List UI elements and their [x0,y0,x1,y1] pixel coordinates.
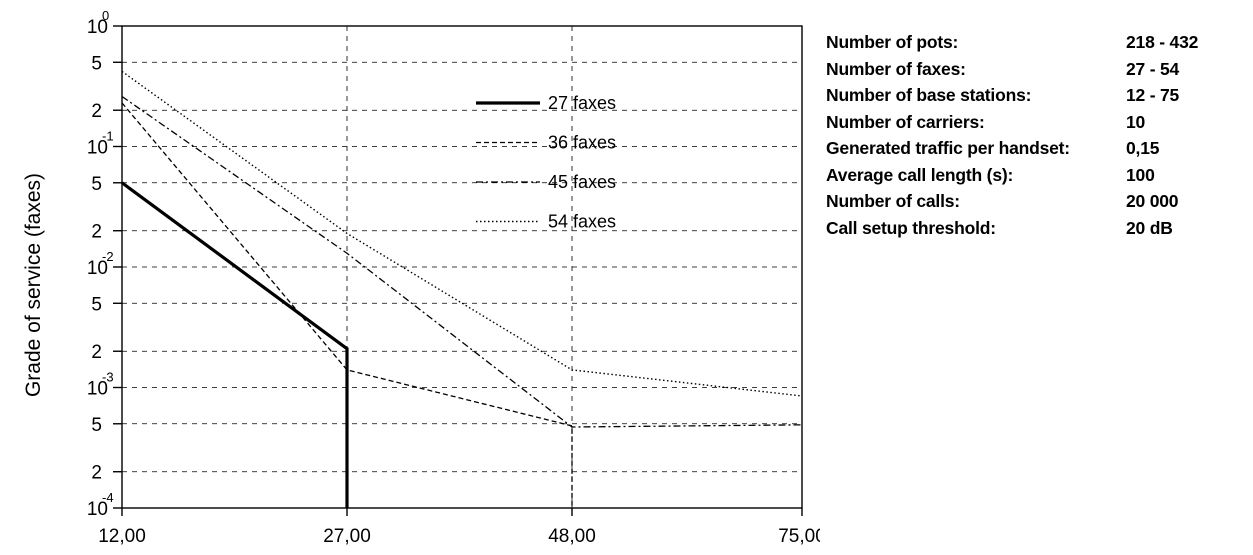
parameter-label: Number of faxes: [826,58,966,79]
parameter-value: 20 000 [1126,191,1179,211]
parameter-label: Number of pots: [826,32,959,52]
parameter-label: Number of calls: [826,191,960,211]
parameter-row: Generated traffic per handset: 0,15 [826,138,1246,165]
grid-lines [122,25,802,509]
y-minor-tick-label: 2 [91,222,102,243]
y-tick-label-base: 10 [87,499,108,520]
y-minor-tick-label: 5 [91,53,102,74]
y-axis-label: Grade of service (faxes) [22,173,45,397]
y-tick-label-base: 10 [87,258,108,279]
x-tick-label: 48,00 [548,526,596,547]
x-tick-label: 75,00 [778,526,820,547]
parameter-row: Number of carriers: 10 [826,112,1246,139]
y-tick-label-exponent: -2 [102,249,114,264]
x-tick-label: 27,00 [323,526,371,547]
y-minor-tick-label: 5 [91,294,102,315]
series-line-1 [121,181,349,508]
series-line-3 [121,95,803,428]
y-minor-tick-label: 5 [91,174,102,195]
series-line-4 [121,70,803,397]
y-tick-label-exponent: -1 [102,129,114,144]
parameter-label: Average call length (s): [826,164,1014,185]
parameter-label: Generated traffic per handset: [826,138,1070,158]
y-tick-label-exponent: -3 [102,370,114,385]
parameter-value: 10 [1126,111,1146,132]
parameter-row: Number of pots: 218 - 432 [826,32,1246,59]
parameter-label: Call setup threshold: [826,217,996,238]
legend-label: 36 faxes [548,133,616,153]
parameter-label: Number of carriers: [826,111,985,132]
y-tick-label-base: 10 [87,379,108,400]
y-tick-label-exponent: 0 [102,8,109,23]
parameter-value: 218 - 432 [1126,32,1199,52]
y-tick-label-base: 10 [87,17,108,38]
series-line-2 [121,102,573,508]
x-tick-label: 12,00 [98,526,146,547]
parameter-row: Number of base stations: 12 - 75 [826,85,1246,112]
parameter-value: 20 dB [1126,217,1173,238]
y-minor-tick-label: 2 [91,463,102,484]
y-minor-tick-label: 5 [91,415,102,436]
parameter-value: 100 [1126,164,1155,185]
parameter-row: Average call length (s): 100 [826,165,1246,192]
legend: 27 faxes 36 faxes 45 faxes 54 faxes [476,93,616,232]
legend-label: 45 faxes [548,172,616,192]
legend-label: 54 faxes [548,212,616,232]
parameter-row: Number of calls: 20 000 [826,191,1246,218]
parameter-row: Number of faxes: 27 - 54 [826,59,1246,86]
parameter-table: Number of pots: 218 - 432 Number of faxes:… [826,32,1246,244]
series-lines [121,70,803,508]
parameter-row: Call setup threshold: 20 dB [826,218,1246,245]
parameter-value: 12 - 75 [1126,85,1180,105]
y-tick-label-base: 10 [87,138,108,159]
y-tick-label-exponent: -4 [102,490,114,505]
y-minor-tick-label: 2 [91,101,102,122]
parameter-value: 0,15 [1126,138,1160,158]
legend-label: 27 faxes [548,93,616,113]
parameter-value: 27 - 54 [1126,58,1180,79]
y-minor-tick-label: 2 [91,342,102,363]
axis-ticks [113,25,803,516]
parameter-label: Number of base stations: [826,85,1032,105]
